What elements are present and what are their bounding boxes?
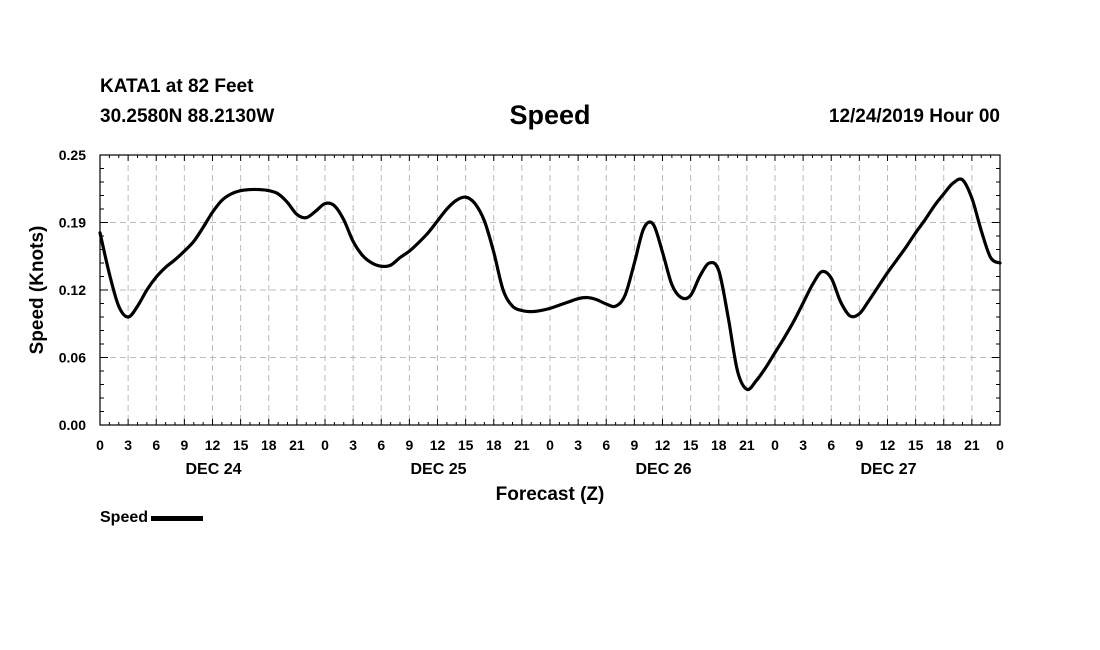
x-tick-label: 15 [683, 437, 699, 453]
day-label: DEC 24 [185, 461, 241, 478]
legend-swatch [151, 515, 204, 521]
day-label: DEC 25 [410, 461, 466, 478]
x-tick-label: 21 [289, 437, 305, 453]
y-tick-labels: 0.00 0.06 0.12 0.19 0.25 [59, 147, 86, 433]
x-tick-label: 0 [771, 437, 779, 453]
y-axis-label: Speed (Knots) [27, 226, 48, 355]
x-tick-label: 21 [739, 437, 755, 453]
x-tick-label: 15 [233, 437, 249, 453]
day-label: DEC 26 [635, 461, 691, 478]
x-tick-label: 0 [996, 437, 1004, 453]
forecast-datetime: 12/24/2019 Hour 00 [828, 106, 1000, 127]
x-tick-label: 12 [880, 437, 896, 453]
y-tick-label: 0.25 [59, 147, 86, 163]
x-tick-label: 15 [908, 437, 924, 453]
x-tick-label: 6 [377, 437, 385, 453]
x-tick-label: 9 [405, 437, 413, 453]
legend-label: Speed [100, 509, 149, 526]
x-tick-label: 0 [546, 437, 554, 453]
chart-title: Speed [509, 100, 591, 130]
x-tick-label: 0 [321, 437, 329, 453]
y-tick-label: 0.00 [59, 417, 86, 433]
y-tick-label: 0.06 [59, 350, 86, 366]
speed-series-line [98, 177, 1002, 392]
x-tick-label: 6 [827, 437, 835, 453]
x-tick-label: 15 [458, 437, 474, 453]
x-tick-label: 3 [574, 437, 582, 453]
x-tick-label: 12 [430, 437, 446, 453]
x-tick-label: 18 [936, 437, 952, 453]
y-tick-label: 0.19 [59, 215, 86, 231]
grid-lines [100, 155, 1000, 425]
day-label: DEC 27 [860, 461, 916, 478]
x-tick-label: 6 [152, 437, 160, 453]
x-tick-label: 12 [205, 437, 221, 453]
x-tick-label: 21 [964, 437, 980, 453]
x-tick-label: 21 [514, 437, 530, 453]
x-tick-label: 3 [124, 437, 132, 453]
x-tick-label: 9 [180, 437, 188, 453]
day-labels: DEC 24 DEC 25 DEC 26 DEC 27 [185, 461, 916, 478]
station-coordinates: 30.2580N 88.2130W [100, 106, 275, 127]
y-tick-label: 0.12 [59, 282, 86, 298]
x-tick-label: 12 [655, 437, 671, 453]
x-tick-label: 9 [630, 437, 638, 453]
x-tick-label: 3 [799, 437, 807, 453]
x-tick-label: 6 [602, 437, 610, 453]
x-tick-label: 18 [261, 437, 277, 453]
legend: Speed [100, 509, 204, 527]
x-tick-label: 3 [349, 437, 357, 453]
plot-frame [99, 154, 1001, 426]
x-tick-label: 0 [96, 437, 104, 453]
x-tick-label: 18 [711, 437, 727, 453]
x-axis-label: Forecast (Z) [496, 484, 605, 505]
x-tick-label: 18 [486, 437, 502, 453]
x-tick-label: 9 [855, 437, 863, 453]
station-name: KATA1 at 82 Feet [100, 76, 254, 97]
x-tick-labels: 0 3 6 9 12 15 18 21 0 3 6 9 12 15 18 21 0 3 6 9 12 15 18 21 0 3 6 9… [96, 437, 1004, 453]
